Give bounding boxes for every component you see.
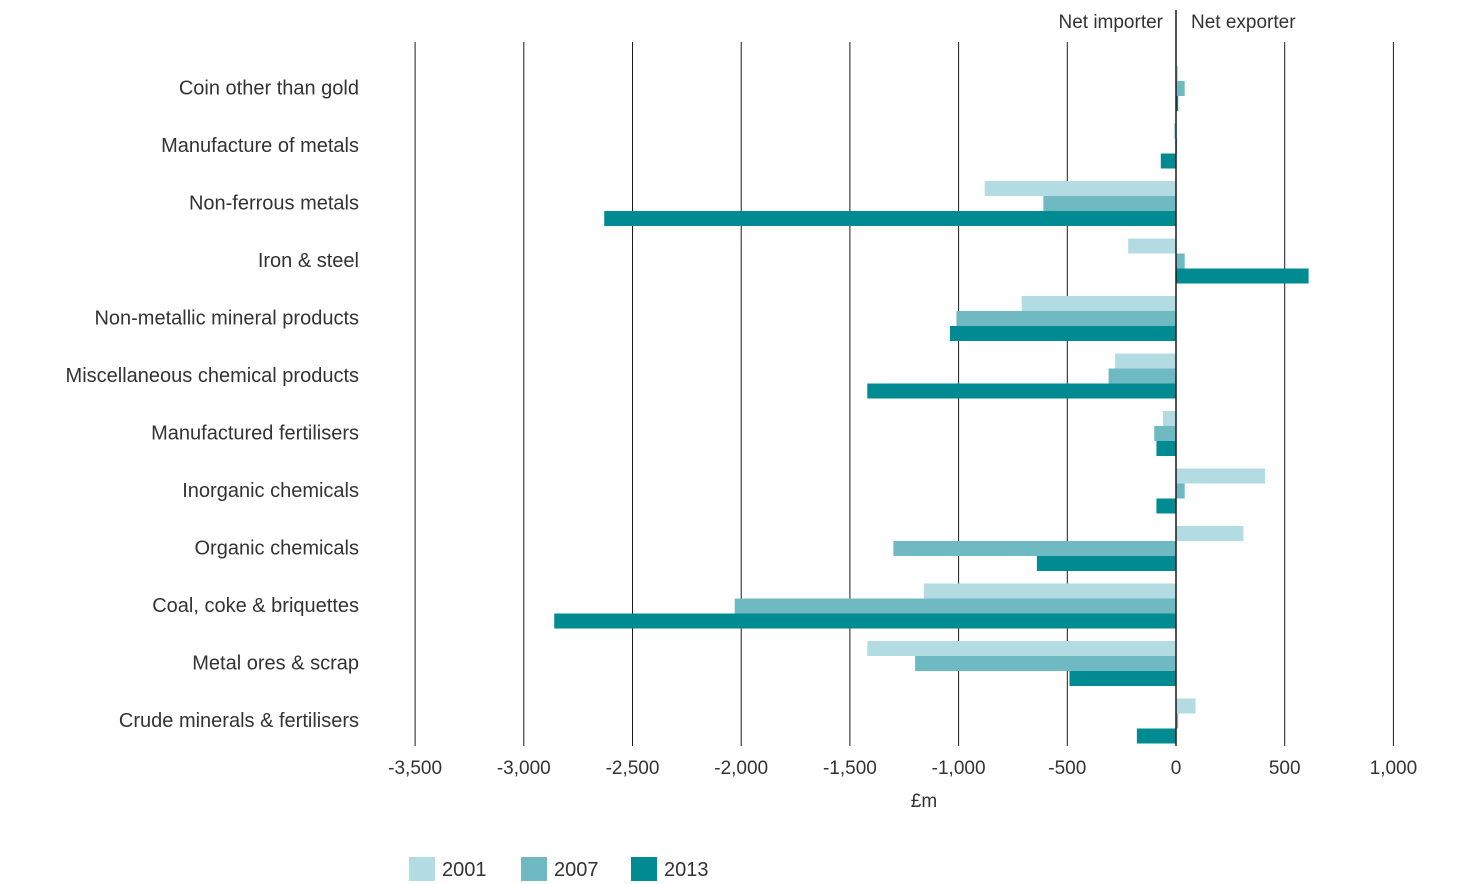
bar-2001 xyxy=(923,583,1176,599)
legend-label-2001: 2001 xyxy=(442,859,487,881)
bar-2013 xyxy=(604,211,1176,226)
bar-2001 xyxy=(1162,411,1176,426)
x-tick-label: 0 xyxy=(1171,758,1182,779)
x-tick-label: -2,500 xyxy=(606,758,660,779)
category-label: Miscellaneous chemical products xyxy=(66,365,359,387)
x-tick-label: -1,500 xyxy=(823,758,877,779)
legend-swatch-2013 xyxy=(631,857,657,881)
bar-2007 xyxy=(893,541,1176,556)
x-tick-label: -2,000 xyxy=(714,758,768,779)
x-tick-label: -1,000 xyxy=(932,758,986,779)
bar-2013 xyxy=(1176,96,1179,111)
bar-2013 xyxy=(1156,441,1176,456)
x-tick-label: -3,500 xyxy=(388,758,442,779)
bar-2001 xyxy=(1021,296,1176,311)
category-label: Organic chemicals xyxy=(194,538,359,560)
net-importer-label: Net importer xyxy=(1058,12,1163,33)
x-tick-label: -500 xyxy=(1048,758,1086,779)
bar-2001 xyxy=(1176,66,1179,81)
legend-swatch-2001 xyxy=(409,857,435,881)
legend-swatch-2007 xyxy=(521,857,547,881)
category-label: Non-ferrous metals xyxy=(189,193,359,215)
bar-2007 xyxy=(1176,483,1185,499)
bar-2007 xyxy=(1176,713,1179,729)
bar-2001 xyxy=(1128,238,1176,254)
bar-2013 xyxy=(1036,556,1176,571)
bar-2001 xyxy=(984,181,1176,196)
bar-2007 xyxy=(1043,196,1176,211)
bar-2001 xyxy=(1173,123,1176,139)
category-labels: Coin other than gold Manufacture of metal… xyxy=(66,78,359,733)
legend-label-2007: 2007 xyxy=(554,859,599,881)
bar-2013 xyxy=(1156,498,1176,514)
bar-2013 xyxy=(554,613,1176,629)
legend: 2001 2007 2013 xyxy=(409,857,709,881)
bar-2007 xyxy=(915,656,1176,671)
category-label: Crude minerals & fertilisers xyxy=(119,710,359,732)
bar-2007 xyxy=(1154,426,1176,441)
x-tick-label: 500 xyxy=(1269,758,1301,779)
category-label: Iron & steel xyxy=(258,250,359,272)
category-label: Coal, coke & briquettes xyxy=(152,595,359,617)
category-label: Coin other than gold xyxy=(179,78,359,100)
legend-label-2013: 2013 xyxy=(664,859,709,881)
x-tick-labels: -3,500 -3,000 -2,500 -2,000 -1,500 -1,000 -500… xyxy=(388,758,1417,779)
x-tick-label: -3,000 xyxy=(497,758,551,779)
bar-2001 xyxy=(1115,353,1176,369)
bar-2013 xyxy=(1136,728,1176,744)
bar-2001 xyxy=(1176,526,1244,541)
bar-2013 xyxy=(1069,671,1176,686)
bar-2007 xyxy=(956,311,1176,326)
x-tick-label: 1,000 xyxy=(1370,758,1418,779)
category-label: Metal ores & scrap xyxy=(192,653,359,675)
bar-2007 xyxy=(1108,368,1176,384)
x-axis-label: £m xyxy=(911,791,937,812)
bar-2013 xyxy=(1160,153,1176,169)
bar-2007 xyxy=(1176,81,1185,96)
bar-2013 xyxy=(867,383,1176,399)
category-label: Manufacture of metals xyxy=(161,135,359,157)
bar-2001 xyxy=(1176,698,1196,714)
bars xyxy=(554,66,1309,744)
category-label: Manufactured fertilisers xyxy=(151,423,359,445)
bar-2007 xyxy=(734,598,1176,614)
net-exporter-label: Net exporter xyxy=(1191,12,1296,33)
bar-2013 xyxy=(1176,268,1309,284)
bar-2001 xyxy=(1176,468,1266,484)
category-label: Inorganic chemicals xyxy=(182,480,359,502)
category-label: Non-metallic mineral products xyxy=(94,308,359,330)
bar-2001 xyxy=(867,641,1176,656)
bar-2013 xyxy=(949,326,1176,341)
bar-2007 xyxy=(1176,253,1185,269)
